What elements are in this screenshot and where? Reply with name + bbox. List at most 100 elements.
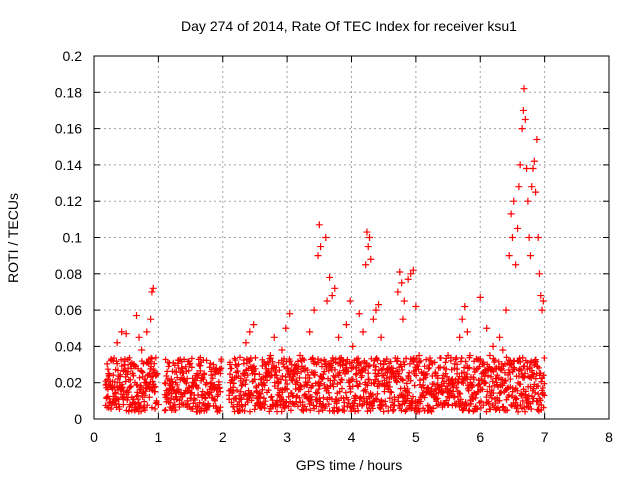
band-marker — [352, 371, 359, 378]
band-marker — [262, 398, 269, 405]
band-marker — [320, 394, 327, 401]
band-marker — [479, 386, 486, 393]
band-marker — [365, 370, 372, 377]
band-marker — [279, 372, 286, 379]
band-marker — [532, 356, 539, 363]
dense-band-layer — [102, 354, 548, 415]
data-point — [116, 379, 124, 387]
data-point — [412, 302, 420, 310]
band-marker — [167, 395, 174, 402]
band-marker — [344, 356, 351, 363]
data-point — [226, 379, 234, 387]
band-marker — [135, 399, 142, 406]
band-marker — [389, 407, 396, 414]
band-marker — [366, 362, 373, 369]
grid-layer — [94, 56, 609, 419]
band-marker — [300, 407, 307, 414]
band-marker — [383, 356, 390, 363]
band-marker — [306, 375, 313, 382]
band-marker — [440, 378, 447, 385]
band-marker — [372, 376, 379, 383]
x-axis-label: GPS time / hours — [296, 457, 403, 473]
band-marker — [269, 358, 276, 365]
band-marker — [426, 364, 433, 371]
band-marker — [362, 367, 369, 374]
band-marker — [265, 387, 272, 394]
band-marker — [489, 378, 496, 385]
y-tick-label: 0 — [74, 411, 82, 427]
band-marker — [285, 393, 292, 400]
band-marker — [127, 383, 134, 390]
band-marker — [315, 356, 322, 363]
band-marker — [124, 371, 131, 378]
band-marker — [330, 383, 337, 390]
data-point — [331, 284, 339, 292]
band-marker — [483, 408, 490, 415]
band-marker — [413, 372, 420, 379]
data-point — [323, 297, 331, 305]
data-point — [362, 261, 370, 269]
band-marker — [161, 380, 168, 387]
band-marker — [355, 355, 362, 362]
data-point — [274, 379, 282, 387]
data-point — [306, 328, 314, 336]
band-marker — [461, 369, 468, 376]
band-marker — [191, 397, 198, 404]
band-marker — [417, 398, 424, 405]
data-point — [328, 292, 336, 300]
data-point — [148, 288, 156, 296]
band-marker — [514, 387, 521, 394]
band-marker — [444, 373, 451, 380]
band-marker — [454, 379, 461, 386]
data-point — [288, 375, 296, 383]
band-marker — [210, 361, 217, 368]
band-marker — [325, 401, 332, 408]
band-marker — [477, 355, 484, 362]
band-marker — [490, 368, 497, 375]
data-point — [314, 252, 322, 260]
data-point — [534, 234, 542, 241]
band-marker — [151, 360, 158, 367]
data-point — [207, 379, 215, 387]
band-marker — [148, 355, 155, 362]
band-marker — [111, 390, 118, 397]
band-marker — [466, 364, 473, 371]
data-point — [198, 393, 206, 401]
data-point — [193, 370, 201, 378]
band-marker — [532, 389, 539, 396]
band-marker — [233, 395, 240, 402]
band-marker — [360, 393, 367, 400]
band-marker — [415, 366, 422, 373]
data-point — [126, 400, 134, 408]
band-marker — [439, 375, 446, 382]
data-point — [353, 370, 361, 378]
band-marker — [476, 363, 483, 370]
band-marker — [519, 354, 526, 361]
band-marker — [457, 390, 464, 397]
band-marker — [393, 378, 400, 385]
band-marker — [483, 394, 490, 401]
data-point — [483, 324, 491, 332]
band-marker — [375, 378, 382, 385]
band-marker — [398, 363, 405, 370]
data-point — [375, 301, 383, 309]
data-point — [278, 346, 286, 354]
data-point — [232, 361, 240, 369]
data-point — [367, 255, 375, 263]
data-point — [251, 370, 259, 378]
band-marker — [508, 362, 515, 369]
data-point — [474, 388, 482, 396]
band-marker — [148, 404, 155, 411]
band-marker — [349, 376, 356, 383]
band-marker — [277, 376, 284, 383]
band-marker — [404, 385, 411, 392]
data-point — [355, 310, 363, 318]
band-marker — [304, 379, 311, 386]
band-marker — [345, 368, 352, 375]
band-marker — [201, 370, 208, 377]
band-marker — [313, 403, 320, 410]
band-marker — [488, 387, 495, 394]
data-point — [138, 346, 146, 354]
data-point — [317, 243, 325, 251]
